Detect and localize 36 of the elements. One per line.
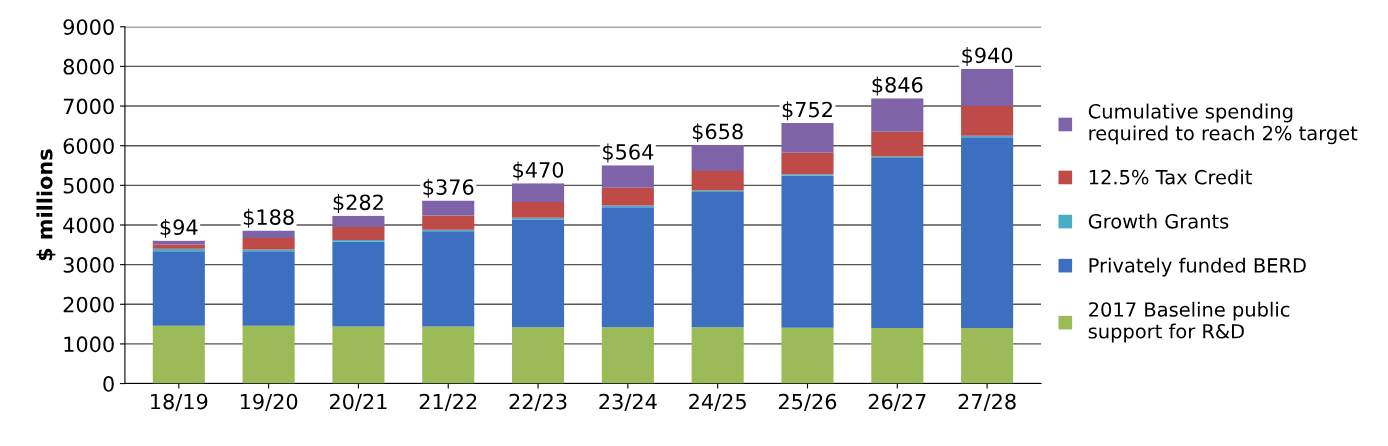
x-tick-label: 22/23 (509, 393, 567, 412)
data-label: $846 (872, 76, 923, 96)
x-tick-label: 18/19 (151, 393, 208, 412)
data-label: $752 (782, 101, 832, 121)
data-label: $94 (160, 218, 198, 238)
y-axis-title: $ millions (36, 149, 56, 261)
y-tick-label: 8000 (63, 58, 114, 75)
y-tick-label: 2000 (63, 296, 114, 313)
y-tick-label: 5000 (63, 177, 114, 194)
x-tick-label: 24/25 (689, 393, 746, 412)
x-tick-label: 20/21 (329, 393, 387, 412)
data-label: $940 (962, 47, 1013, 66)
data-label: $658 (692, 123, 743, 143)
x-tick-label: 19/20 (240, 393, 298, 412)
x-tick-label: 23/24 (599, 393, 657, 412)
legend-label: Privately funded BERD (1089, 257, 1306, 277)
x-tick-label: 21/22 (419, 393, 477, 412)
y-tick-label: 1000 (64, 336, 114, 353)
y-tick-label: 9000 (63, 19, 114, 35)
y-tick-label: 3000 (63, 257, 114, 273)
y-tick-label: 7000 (63, 98, 114, 115)
data-label: $376 (423, 178, 474, 198)
legend-label: Growth Grants (1088, 213, 1229, 229)
y-tick-label: 0 (103, 376, 114, 392)
legend-label: 12.5% Tax Credit (1089, 169, 1252, 185)
x-tick-label: 25/26 (779, 393, 837, 412)
data-label: $470 (513, 161, 564, 181)
data-label: $564 (603, 143, 654, 163)
data-label: $188 (243, 208, 294, 228)
y-tick-label: 6000 (63, 138, 114, 154)
legend-label: 2017 Baseline public support for R&D (1088, 301, 1290, 343)
legend-label: Cumulative spending required to reach 2% target (1088, 103, 1358, 145)
x-tick-label: 26/27 (868, 393, 926, 412)
y-tick-label: 4000 (63, 217, 114, 234)
data-label: $282 (333, 194, 383, 213)
x-tick-label: 27/28 (958, 393, 1016, 412)
